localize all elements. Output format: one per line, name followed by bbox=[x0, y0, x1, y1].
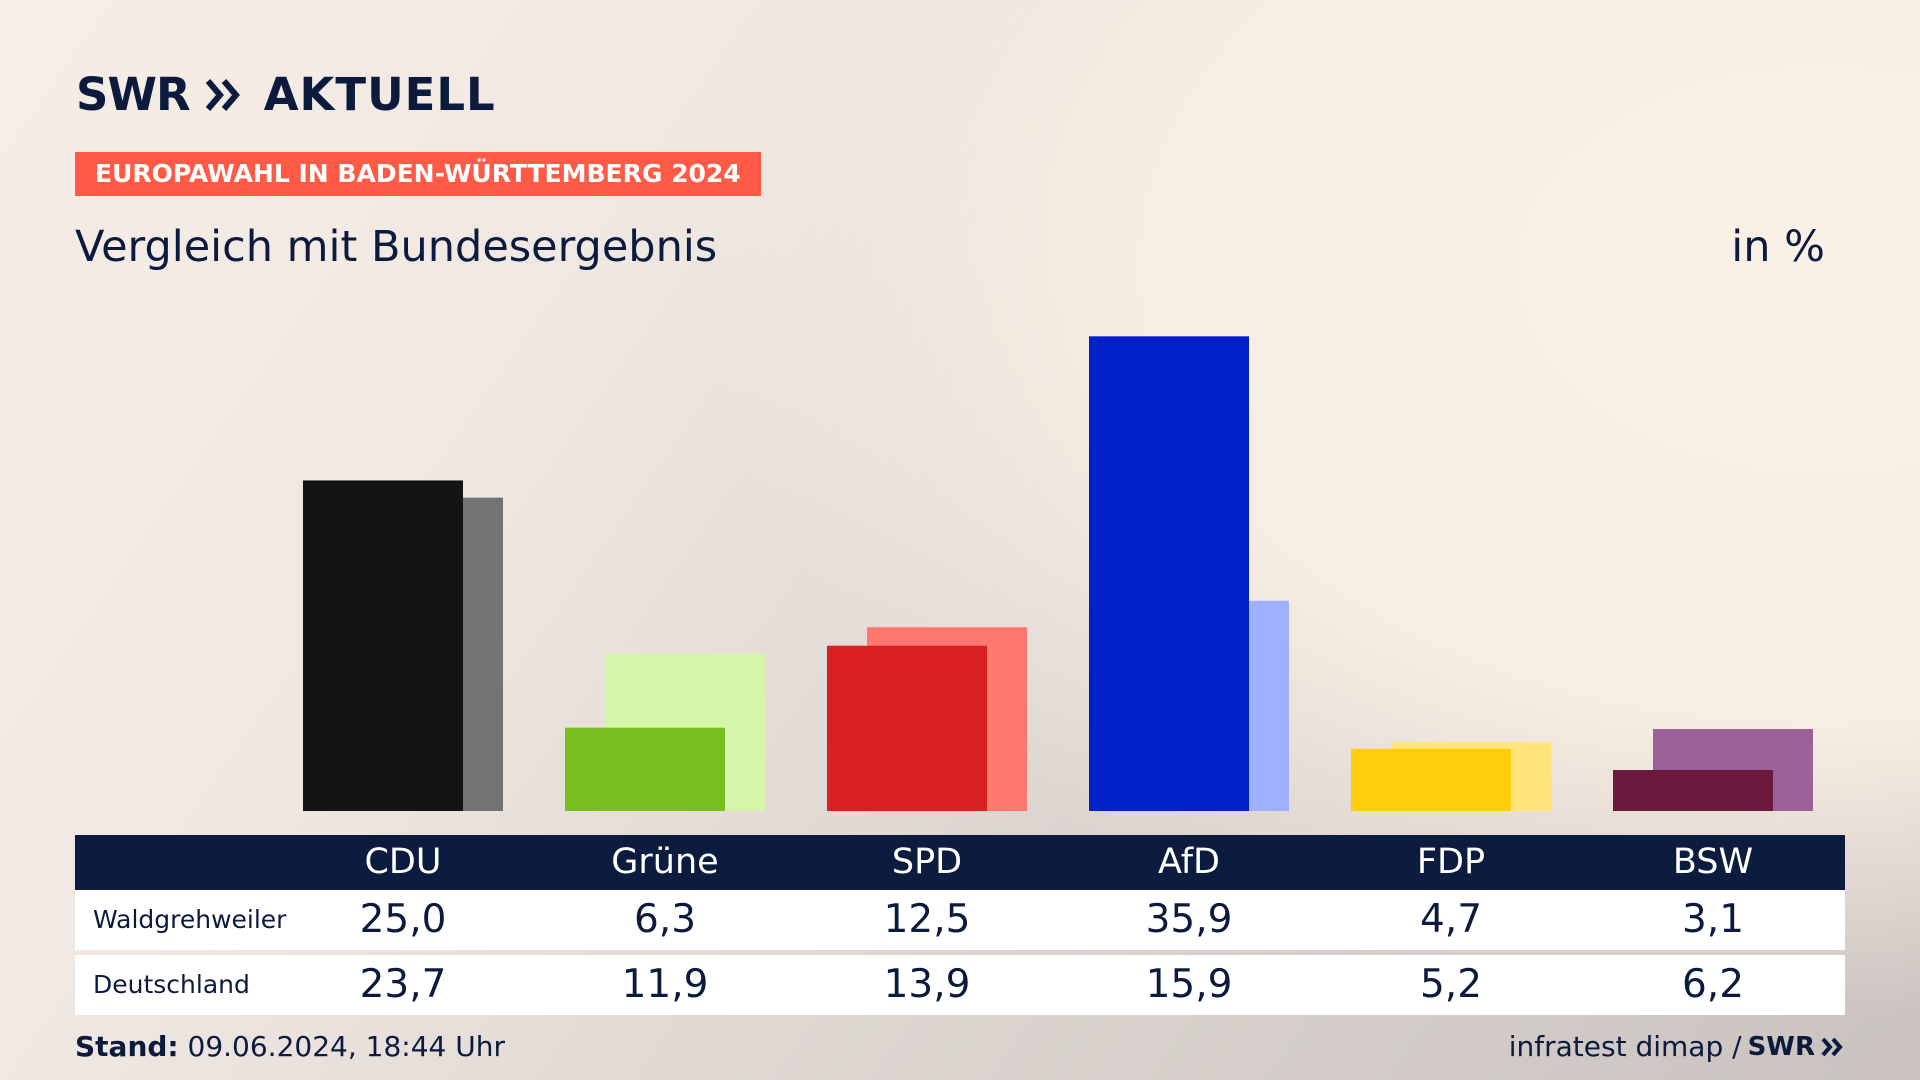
source-text: infratest dimap / bbox=[1508, 1030, 1742, 1063]
value-deutschland-fdp: 5,2 bbox=[1419, 962, 1483, 1007]
value-waldgrehweiler-cdu: 25,0 bbox=[359, 897, 447, 942]
stand-label: Stand: bbox=[75, 1030, 179, 1063]
row-label-deutschland: Deutschland bbox=[93, 970, 250, 999]
logo-swr-text: SWR bbox=[76, 68, 191, 121]
stand-value: 09.06.2024, 18:44 Uhr bbox=[178, 1030, 505, 1063]
results-table: CDU Grüne SPD AfD FDP BSW Waldgrehweiler 25,0… bbox=[75, 835, 1845, 1015]
bar-waldgrehweiler-cdu bbox=[303, 480, 463, 811]
value-waldgrehweiler-spd: 12,5 bbox=[883, 897, 971, 942]
swr-aktuell-logo: SWR AKTUELL bbox=[76, 68, 496, 121]
bar-waldgrehweiler-afd bbox=[1089, 336, 1249, 811]
value-deutschland-grüne: 11,9 bbox=[621, 962, 709, 1007]
table-row: Deutschland 23,7 11,9 13,9 15,9 5,2 6,2 bbox=[75, 955, 1845, 1015]
column-header-bsw: BSW bbox=[1672, 842, 1754, 882]
chart-title: Vergleich mit Bundesergebnis bbox=[75, 222, 718, 272]
source-swr-brand: SWR bbox=[1747, 1031, 1815, 1062]
double-chevron-icon bbox=[205, 78, 240, 111]
value-deutschland-afd: 15,9 bbox=[1145, 962, 1233, 1007]
election-kicker-badge: EUROPAWAHL IN BADEN-WÜRTTEMBERG 2024 bbox=[75, 152, 761, 196]
timestamp: Stand: 09.06.2024, 18:44 Uhr bbox=[75, 1030, 505, 1063]
bar-waldgrehweiler-bsw bbox=[1613, 770, 1773, 811]
column-header-grüne: Grüne bbox=[611, 842, 719, 882]
source-credit: infratest dimap / SWR bbox=[1509, 1030, 1845, 1063]
double-chevron-icon bbox=[1821, 1037, 1843, 1056]
column-header-spd: SPD bbox=[891, 842, 963, 882]
row-label-waldgrehweiler: Waldgrehweiler bbox=[93, 905, 287, 934]
table-header-row: CDU Grüne SPD AfD FDP BSW bbox=[75, 835, 1845, 890]
column-header-afd: AfD bbox=[1158, 842, 1220, 882]
value-deutschland-bsw: 6,2 bbox=[1681, 962, 1745, 1007]
logo-aktuell-text: AKTUELL bbox=[263, 68, 496, 121]
bar-waldgrehweiler-spd bbox=[827, 645, 987, 811]
column-header-cdu: CDU bbox=[364, 842, 442, 882]
value-waldgrehweiler-fdp: 4,7 bbox=[1419, 897, 1483, 942]
bar-waldgrehweiler-grüne bbox=[565, 727, 725, 811]
value-waldgrehweiler-bsw: 3,1 bbox=[1681, 897, 1745, 942]
value-deutschland-cdu: 23,7 bbox=[359, 962, 447, 1007]
value-deutschland-spd: 13,9 bbox=[883, 962, 971, 1007]
table-row: Waldgrehweiler 25,0 6,3 12,5 35,9 4,7 3,1 bbox=[75, 890, 1845, 950]
value-waldgrehweiler-grüne: 6,3 bbox=[633, 897, 697, 942]
bar-waldgrehweiler-fdp bbox=[1351, 748, 1511, 811]
unit-label: in % bbox=[1731, 222, 1825, 272]
column-header-fdp: FDP bbox=[1416, 842, 1486, 882]
value-waldgrehweiler-afd: 35,9 bbox=[1145, 897, 1233, 942]
